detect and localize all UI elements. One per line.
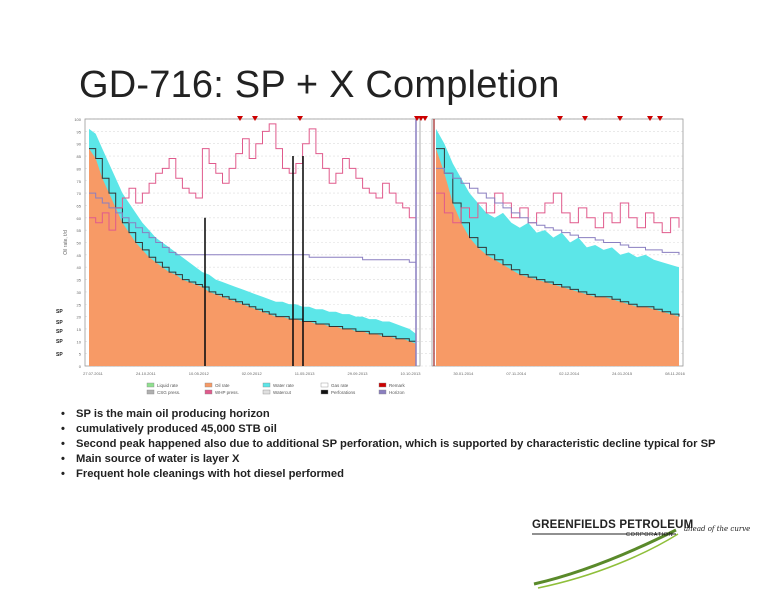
x-tick-label: 27.07.2011 [83, 371, 103, 376]
legend-swatch [320, 382, 329, 388]
legend-label: Gas rate [331, 383, 349, 388]
remark-marker [414, 116, 420, 121]
remark-marker [657, 116, 663, 121]
logo-sub: CORPORATION [626, 532, 674, 538]
legend-swatch [204, 389, 213, 395]
horizon-axis-label: SP [56, 352, 63, 358]
legend-label: Liquid rate [157, 383, 179, 388]
remark-marker [237, 116, 243, 121]
y-tick-label: 60 [77, 216, 82, 221]
x-tick-label: 30.01.2014 [453, 371, 474, 376]
x-tick-label: 10.10.2013 [400, 371, 421, 376]
bullet-item: SP is the main oil producing horizon [60, 408, 720, 421]
legend-label: Oil rate [215, 383, 230, 388]
legend-label: Perforations [331, 390, 356, 395]
legend-swatch [262, 389, 271, 395]
legend-swatch [146, 389, 155, 395]
horizon-axis-label: SP [56, 309, 63, 315]
y-tick-label: 35 [77, 278, 82, 283]
y-tick-label: 5 [79, 352, 82, 357]
legend-swatch [320, 389, 329, 395]
remark-marker [297, 116, 303, 121]
production-chart: 0 5 10 15 20 25 30 35 40 45 50 55 60 65 70 75 80 85 90 95 10… [55, 114, 695, 399]
y-axis-label: Oil rate, t/d [63, 230, 69, 255]
remark-marker [252, 116, 258, 121]
x-tick-label: 10.05.2012 [189, 371, 210, 376]
legend-label: Watercut [273, 390, 292, 395]
liquid-rate-line [89, 148, 417, 344]
y-tick-label: 0 [79, 364, 82, 369]
whp-press-line [436, 192, 680, 234]
remark-marker [582, 116, 588, 121]
legend-label: CSG press. [157, 390, 180, 395]
y-tick-label: 50 [77, 241, 82, 246]
bullet-item: cumulatively produced 45,000 STB oil [60, 423, 720, 436]
x-tick-label: 29.09.2013 [348, 371, 369, 376]
y-tick-label: 70 [77, 191, 82, 196]
remark-marker [647, 116, 653, 121]
y-tick-label: 10 [77, 339, 82, 344]
bullet-item: Frequent hole cleanings with hot diesel … [60, 468, 720, 481]
y-tick-label: 90 [77, 142, 82, 147]
x-tick-label: 07.11.2014 [506, 371, 526, 376]
remark-marker [617, 116, 623, 121]
slide-title: GD-716: SP + X Completion [79, 64, 560, 106]
y-tick-label: 75 [77, 179, 82, 184]
legend-swatch [262, 382, 271, 388]
y-tick-label: 20 [77, 315, 82, 320]
logo-tagline: ahead of the curve [684, 525, 751, 533]
remark-marker [418, 116, 424, 121]
legend-swatch [204, 382, 213, 388]
whp-press-line [89, 123, 417, 231]
bullet-item: Second peak happened also due to additio… [60, 438, 720, 451]
y-tick-label: 80 [77, 166, 82, 171]
chart-svg: 0 5 10 15 20 25 30 35 40 45 50 55 60 65 70 75 80 85 90 95 10… [55, 114, 695, 399]
x-tick-label: 02.09.2012 [242, 371, 263, 376]
liquid-rate-line [436, 148, 680, 317]
legend-label: Remark [389, 383, 406, 388]
bullet-list: SP is the main oil producing horizon cum… [60, 408, 720, 483]
legend-label: WHP press. [215, 390, 239, 395]
x-tick-label: 11.05.2013 [295, 371, 315, 376]
logo-swoosh-icon [532, 528, 679, 589]
y-tick-label: 65 [77, 203, 82, 208]
legend-swatch [378, 389, 387, 395]
x-tick-label: 24.10.2011 [136, 371, 156, 376]
horizon-axis-label: SP [56, 320, 63, 326]
y-tick-label: 95 [77, 129, 82, 134]
remark-marker [422, 116, 428, 121]
remark-marker [557, 116, 563, 121]
x-tick-label: 02.12.2014 [559, 371, 580, 376]
y-tick-label: 55 [77, 228, 82, 233]
oil-rate-area [436, 148, 679, 366]
horizon-axis-label: SP [56, 329, 63, 335]
x-tick-label: 08.11.2016 [665, 371, 685, 376]
y-tick-label: 100 [74, 117, 81, 122]
gas-rate-line [436, 167, 680, 255]
company-logo: GREENFIELDS PETROLEUM CORPORATION ahead … [526, 514, 750, 590]
legend-label: Horizon [389, 390, 405, 395]
x-tick-label: 24.01.2015 [612, 371, 633, 376]
legend-swatch [378, 382, 387, 388]
oil-rate-area [89, 148, 416, 366]
logo-name: GREENFIELDS PETROLEUM [532, 519, 694, 531]
y-tick-label: 40 [77, 265, 82, 270]
legend-label: Water rate [273, 383, 294, 388]
y-tick-label: 25 [77, 302, 82, 307]
y-tick-label: 30 [77, 290, 82, 295]
horizon-axis-label: SP [56, 339, 63, 345]
bullet-item: Main source of water is layer X [60, 453, 720, 466]
gas-rate-line [89, 192, 416, 263]
y-tick-label: 15 [77, 327, 82, 332]
y-tick-label: 45 [77, 253, 82, 258]
legend-swatch [146, 382, 155, 388]
y-tick-label: 85 [77, 154, 82, 159]
